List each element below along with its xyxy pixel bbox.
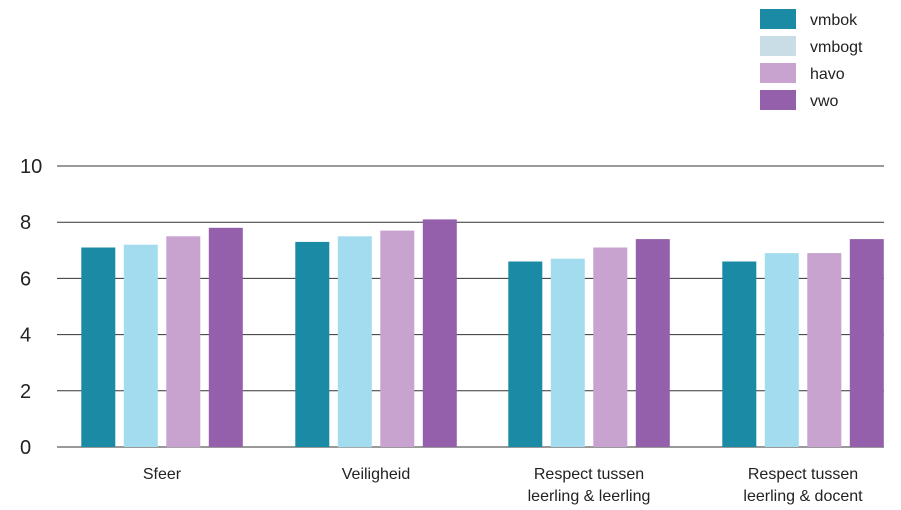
- legend-label-vmbogt: vmbogt: [810, 39, 863, 56]
- bar-vmbogt-2: [550, 258, 585, 447]
- legend-swatch-vwo: [760, 90, 796, 110]
- bar-vwo-3: [849, 239, 884, 447]
- y-axis-ticks: 0 2 4 6 8 10: [20, 156, 42, 459]
- bar-havo-0: [166, 236, 201, 448]
- y-tick-label-2: 2: [20, 381, 31, 403]
- legend-label-vwo: vwo: [810, 93, 839, 110]
- bar-vmbogt-0: [123, 244, 158, 447]
- legend-label-havo: havo: [810, 66, 845, 83]
- bar-vmbogt-1: [337, 236, 372, 448]
- x-category-label-1-line-0: Veiligheid: [342, 466, 411, 483]
- bar-vmbok-0: [81, 247, 116, 447]
- bar-havo-3: [807, 253, 842, 447]
- legend-swatch-vmbogt: [760, 36, 796, 56]
- x-category-label-0-line-0: Sfeer: [143, 466, 182, 483]
- legend-swatch-vmbok: [760, 9, 796, 29]
- bars: [81, 219, 884, 448]
- x-category-label-3-line-0: Respect tussen: [748, 466, 858, 483]
- y-tick-label-8: 8: [20, 212, 31, 234]
- legend-swatch-havo: [760, 63, 796, 83]
- bar-vmbok-1: [295, 241, 330, 447]
- bar-vmbogt-3: [764, 253, 799, 447]
- y-tick-label-10: 10: [20, 156, 42, 178]
- y-tick-label-6: 6: [20, 268, 31, 290]
- bar-vwo-0: [208, 227, 243, 447]
- bar-havo-1: [380, 230, 415, 447]
- x-category-label-3-line-1: leerling & docent: [743, 488, 863, 505]
- y-tick-label-4: 4: [20, 325, 31, 347]
- bar-havo-2: [593, 247, 628, 447]
- bar-vwo-2: [635, 239, 670, 447]
- x-category-label-2-line-0: Respect tussen: [534, 466, 644, 483]
- legend: vmbok vmbogt havo vwo: [760, 9, 863, 110]
- bar-vmbok-3: [722, 261, 757, 447]
- x-category-label-2-line-1: leerling & leerling: [528, 488, 651, 505]
- legend-label-vmbok: vmbok: [810, 12, 858, 29]
- x-axis-labels: Sfeer Veiligheid Respect tussen leerling & …: [143, 466, 863, 505]
- bar-vmbok-2: [508, 261, 543, 447]
- y-tick-label-0: 0: [20, 437, 31, 459]
- bar-vwo-1: [422, 219, 457, 447]
